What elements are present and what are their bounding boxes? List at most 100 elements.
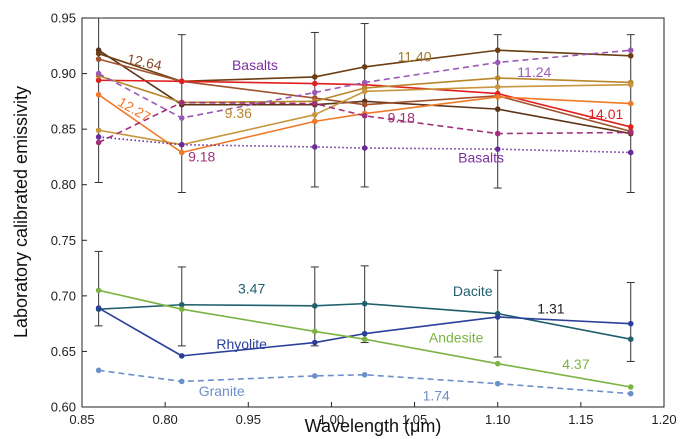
x-tick-label: 1.00: [319, 412, 344, 427]
data-point: [361, 101, 368, 108]
data-point: [178, 141, 185, 148]
data-point: [178, 78, 185, 85]
annotation-label: 1.31: [537, 301, 564, 317]
data-point: [95, 77, 102, 84]
plot-frame: [81, 17, 665, 408]
series-line: [98, 79, 631, 128]
data-point: [312, 339, 318, 346]
y-tick-label: 0.60: [51, 400, 76, 415]
annotation-label: 3.47: [238, 281, 265, 297]
series: [95, 47, 634, 397]
annotation-label: 12.64: [126, 51, 164, 74]
data-point: [312, 144, 318, 150]
data-point: [361, 336, 368, 343]
data-point: [95, 50, 102, 57]
data-point: [361, 79, 368, 86]
series-line: [98, 94, 631, 154]
data-point: [494, 314, 501, 320]
data-point: [494, 146, 501, 152]
data-point: [494, 106, 501, 112]
data-point: [178, 115, 185, 121]
data-point: [178, 378, 185, 385]
data-point: [312, 74, 318, 80]
data-point: [627, 129, 634, 136]
annotation-label: Dacite: [453, 283, 493, 299]
data-point: [494, 94, 501, 100]
annotation-label: 1.74: [423, 387, 450, 403]
data-point: [627, 320, 634, 327]
y-tick-label: 0.90: [51, 66, 76, 81]
data-point: [95, 127, 102, 134]
data-point: [178, 353, 185, 359]
x-tick-label: 0.85: [69, 412, 94, 427]
data-point: [627, 47, 634, 54]
annotation-label: Basalts: [458, 149, 504, 165]
data-point: [627, 81, 634, 88]
annotation-label: 11.24: [517, 64, 551, 80]
y-tick-label: 0.65: [51, 344, 76, 359]
data-point: [95, 139, 102, 146]
y-tick-label: 0.80: [51, 177, 76, 192]
data-point: [95, 287, 102, 294]
x-axis-label: Wavelength (μm): [305, 416, 442, 436]
annotation-label: Andesite: [429, 330, 484, 346]
data-point: [312, 89, 318, 96]
data-point: [627, 124, 634, 130]
annotation-label: 9.36: [225, 105, 252, 121]
y-axis-label: Laboratory calibrated emissivity: [11, 86, 31, 338]
data-point: [178, 301, 185, 308]
data-point: [494, 47, 501, 54]
data-point: [312, 373, 318, 379]
ticks: 0.85 0.80 0.95 1.00 1.05 1.10 1.15 1.20 0.60 0.65…: [51, 11, 677, 428]
x-tick-label: 0.95: [236, 412, 261, 427]
series-line: [98, 58, 631, 133]
data-point: [361, 371, 368, 378]
series-line: [98, 369, 631, 395]
data-point: [627, 336, 634, 343]
data-point: [627, 100, 634, 107]
data-point: [95, 91, 102, 98]
annotation-label: Basalts: [232, 57, 278, 73]
data-point: [627, 384, 634, 390]
series-line: [98, 289, 631, 388]
data-point: [627, 149, 634, 156]
data-point: [178, 149, 185, 156]
y-tick-label: 0.75: [51, 233, 76, 248]
annotation-label: 9.18: [388, 109, 415, 125]
annotation-label: 14.01: [588, 106, 623, 122]
x-tick-label: 0.80: [152, 412, 177, 427]
data-point: [95, 367, 102, 374]
data-point: [627, 390, 634, 397]
data-point: [361, 88, 368, 95]
data-point: [312, 100, 318, 107]
annotation-label: 9.18: [188, 148, 215, 164]
data-point: [494, 84, 501, 90]
y-tick-label: 0.70: [51, 288, 76, 303]
data-point: [312, 80, 318, 87]
series-line: [98, 49, 631, 83]
data-point: [95, 56, 102, 62]
data-point: [312, 118, 318, 125]
x-tick-label: 1.15: [568, 412, 593, 427]
data-point: [312, 111, 318, 118]
series-line: [98, 307, 631, 357]
annotation-label: Granite: [199, 383, 245, 399]
data-point: [95, 305, 102, 311]
series-line: [98, 101, 631, 144]
data-point: [494, 380, 501, 387]
data-point: [494, 130, 501, 137]
data-point: [178, 306, 185, 312]
data-point: [361, 113, 368, 119]
data-point: [312, 328, 318, 335]
data-point: [627, 52, 634, 59]
data-point: [494, 360, 501, 367]
x-tick-label: 1.10: [485, 412, 510, 427]
series-line: [98, 49, 631, 119]
data-point: [361, 145, 368, 151]
data-point: [95, 70, 102, 77]
data-point: [361, 64, 368, 70]
annotation-label: 4.37: [562, 356, 589, 372]
data-point: [178, 99, 185, 106]
